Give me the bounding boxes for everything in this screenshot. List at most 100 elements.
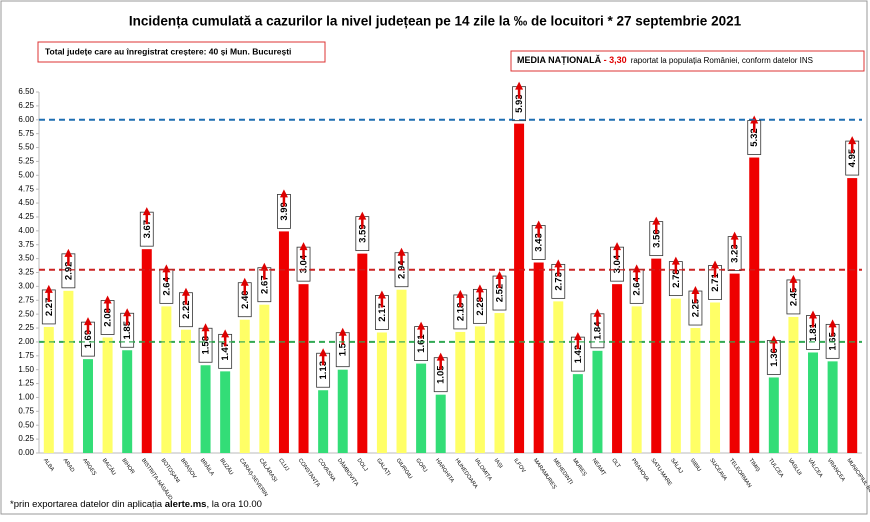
value-label: 5.32: [749, 128, 760, 147]
y-tick-label: 4.75: [18, 184, 34, 193]
y-tick-label: 2.25: [18, 323, 34, 332]
value-label: 2.67: [259, 275, 270, 294]
value-label: 1.85: [122, 320, 133, 339]
bar: [337, 369, 348, 453]
value-label: 1.42: [573, 345, 584, 364]
arrow-head: [613, 242, 622, 251]
bar: [690, 328, 701, 453]
bar: [533, 262, 544, 453]
y-tick-label: 4.00: [18, 226, 34, 235]
bar: [572, 374, 583, 453]
arrow-head: [44, 284, 53, 293]
bar: [376, 332, 387, 453]
value-label-group: 1.58: [198, 327, 213, 363]
arrow-head: [456, 289, 465, 298]
bar: [651, 258, 662, 453]
arrow-head: [730, 231, 739, 240]
chart-title: Incidența cumulată a cazurilor la nivel …: [129, 14, 742, 29]
national-value: - 3,30: [601, 55, 627, 65]
arrow-head: [789, 274, 798, 283]
bar: [239, 319, 250, 453]
y-tick-label: 2.50: [18, 309, 34, 318]
national: MEDIA NAȚIONALĂ - 3,30 raportat la popula…: [517, 55, 813, 65]
national-label: MEDIA NAȚIONALĂ: [517, 55, 602, 65]
value-label: 1.69: [83, 330, 94, 349]
arrow-head: [809, 310, 818, 319]
bar: [808, 352, 819, 453]
bar: [514, 123, 525, 453]
y-tick-label: 3.75: [18, 240, 34, 249]
arrow-head: [279, 189, 288, 198]
footnote-part: *prin exportarea datelor din aplicația: [10, 499, 165, 510]
value-label: 1.47: [220, 342, 231, 361]
y-tick-label: 6.25: [18, 101, 34, 110]
value-label-group: 1.81: [806, 315, 820, 350]
national-text: raportat la populația României, conform …: [631, 56, 813, 65]
value-label-group: 1.84: [590, 313, 605, 349]
y-tick-label: 1.50: [18, 365, 34, 374]
arrow-head: [260, 262, 269, 271]
value-label: 3.99: [279, 202, 290, 221]
y-tick-label: 4.50: [18, 198, 34, 207]
y-tick-label: 3.25: [18, 268, 34, 277]
arrow-head: [417, 321, 426, 330]
value-label: 2.45: [788, 287, 799, 306]
arrow-head: [711, 260, 720, 269]
bar: [82, 359, 93, 453]
y-tick-label: 0.25: [18, 434, 34, 443]
arrow-head: [240, 277, 249, 286]
y-tick-label: 3.00: [18, 281, 34, 290]
y-tick-label: 1.25: [18, 379, 34, 388]
arrow-head: [534, 220, 543, 229]
bar: [318, 390, 329, 453]
value-label: 3.04: [299, 254, 310, 273]
value-label: 2.52: [495, 284, 506, 303]
national-box: [510, 50, 865, 72]
value-label-group: 2.40: [237, 282, 252, 318]
y-tick-label: 5.00: [18, 170, 34, 179]
arrow-head: [181, 287, 190, 296]
arrow-head: [123, 308, 132, 317]
bar: [592, 350, 603, 453]
x-tick-label: IAȘI: [493, 458, 504, 470]
bar: [259, 304, 270, 453]
bar: [63, 290, 74, 453]
value-label: 1.81: [808, 323, 819, 342]
value-label: 2.27: [44, 298, 55, 317]
arrow-head: [299, 242, 308, 251]
bar: [102, 337, 113, 453]
arrow-head: [554, 259, 563, 268]
bar: [631, 306, 642, 453]
y-tick-label: 5.50: [18, 143, 34, 152]
y-tick-label: 0.00: [18, 448, 34, 457]
value-label: 4.95: [847, 148, 858, 167]
value-label: 3.04: [612, 254, 623, 273]
arrow-head: [201, 323, 210, 332]
bar: [612, 284, 623, 453]
arrow-head: [103, 295, 112, 304]
bar: [729, 273, 740, 453]
bar: [710, 302, 721, 453]
bar: [357, 253, 368, 453]
value-label: 3.23: [730, 244, 741, 263]
value-label-group: 1.36: [766, 340, 781, 375]
y-tick-label: 5.75: [18, 129, 34, 138]
arrow-head: [671, 256, 680, 265]
value-label-group: 1.13: [316, 352, 331, 388]
value-label-group: 3.50: [649, 221, 664, 257]
bar: [298, 284, 309, 453]
bar: [749, 157, 760, 453]
bar: [553, 301, 564, 453]
value-label-group: 3.99: [277, 194, 291, 229]
arrow-head: [319, 348, 328, 357]
arrow-head: [338, 327, 347, 336]
value-label: 2.25: [690, 298, 701, 317]
bar: [396, 289, 407, 453]
y-tick-label: 1.00: [18, 393, 34, 402]
value-label: 2.17: [377, 303, 388, 322]
y-tick-label: 3.50: [18, 254, 34, 263]
value-label: 2.40: [240, 290, 251, 309]
bar: [670, 298, 681, 453]
arrow-head: [573, 332, 582, 341]
y-tick-label: 6.00: [18, 115, 34, 124]
